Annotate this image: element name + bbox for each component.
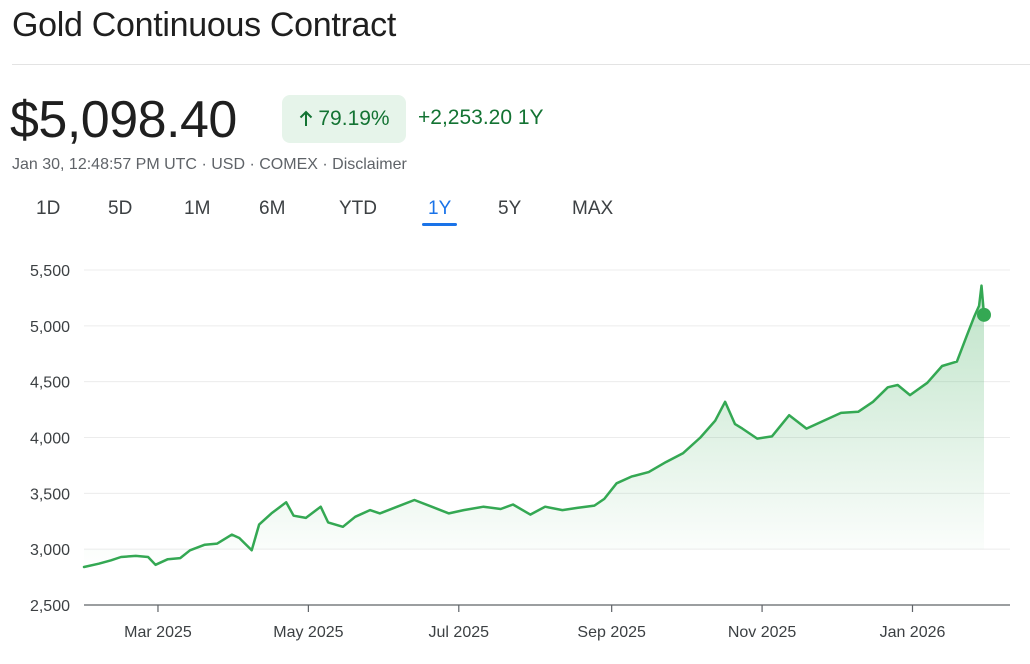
price-area — [84, 285, 984, 567]
y-tick-label: 3,500 — [30, 486, 70, 503]
y-tick-label: 4,000 — [30, 431, 70, 448]
timestamp: Jan 30, 12:48:57 PM UTC — [12, 156, 197, 173]
y-tick-label: 3,000 — [30, 542, 70, 559]
currency: USD — [211, 156, 245, 173]
tab-ytd[interactable]: YTD — [339, 198, 377, 219]
tab-1d[interactable]: 1D — [36, 198, 61, 219]
change-percent: 79.19% — [318, 107, 390, 130]
page-title: Gold Continuous Contract — [12, 6, 397, 44]
x-tick-label: Nov 2025 — [728, 624, 797, 641]
range-tabs: 1D 5D 1M 6M YTD 1Y 5Y MAX — [0, 196, 660, 228]
tab-5d[interactable]: 5D — [108, 198, 133, 219]
x-tick-label: Jan 2026 — [880, 624, 946, 641]
tab-1y[interactable]: 1Y — [421, 196, 458, 226]
price-chart[interactable]: 2,500 3,000 3,500 4,000 4,500 5,000 5,500 Mar … — [0, 250, 1030, 664]
disclaimer-link[interactable]: Disclaimer — [332, 156, 407, 173]
exchange: COMEX — [259, 156, 318, 173]
change-absolute: +2,253.20 1Y — [418, 106, 544, 129]
x-tick-label: Sep 2025 — [577, 624, 646, 641]
y-tick-label: 5,500 — [30, 263, 70, 280]
change-percent-badge: 79.19% — [282, 95, 406, 143]
x-axis: Mar 2025 May 2025 Jul 2025 Sep 2025 Nov 2025… — [124, 605, 946, 641]
x-tick-label: May 2025 — [273, 624, 343, 641]
price-line — [82, 284, 986, 569]
arrow-up-icon — [300, 110, 313, 126]
meta-separator: · — [201, 156, 207, 173]
y-tick-label: 4,500 — [30, 375, 70, 392]
x-tick-label: Mar 2025 — [124, 624, 192, 641]
x-tick-label: Jul 2025 — [429, 624, 490, 641]
tab-max[interactable]: MAX — [572, 198, 614, 219]
header-divider — [12, 64, 1030, 65]
y-tick-label: 5,000 — [30, 319, 70, 336]
y-tick-label: 2,500 — [30, 598, 70, 615]
tab-6m[interactable]: 6M — [259, 198, 286, 219]
quote-meta: Jan 30, 12:48:57 PM UTC · USD · COMEX · … — [12, 156, 407, 174]
tab-1m[interactable]: 1M — [184, 198, 211, 219]
current-price-marker — [977, 307, 991, 322]
meta-separator: · — [249, 156, 255, 173]
current-price: $5,098.40 — [10, 91, 237, 149]
meta-separator: · — [322, 156, 328, 173]
tab-5y[interactable]: 5Y — [498, 198, 522, 219]
y-axis: 2,500 3,000 3,500 4,000 4,500 5,000 5,500 — [30, 263, 70, 615]
